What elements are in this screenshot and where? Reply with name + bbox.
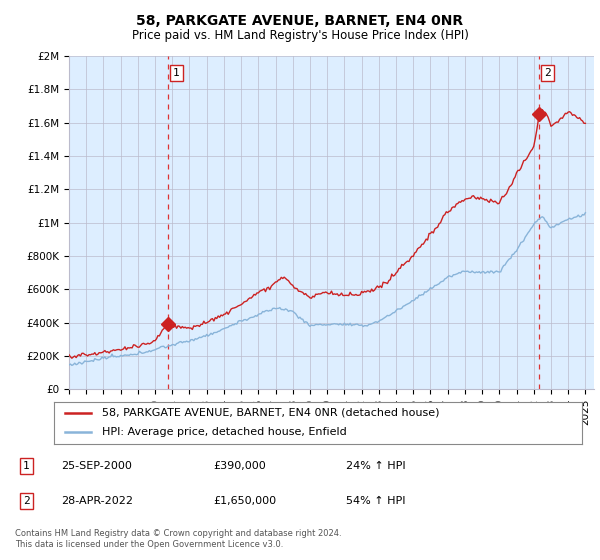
Text: 54% ↑ HPI: 54% ↑ HPI (346, 496, 406, 506)
Text: 2: 2 (23, 496, 30, 506)
Text: 58, PARKGATE AVENUE, BARNET, EN4 0NR: 58, PARKGATE AVENUE, BARNET, EN4 0NR (136, 14, 464, 28)
Text: 24% ↑ HPI: 24% ↑ HPI (346, 461, 406, 472)
Text: £1,650,000: £1,650,000 (214, 496, 277, 506)
Text: £390,000: £390,000 (214, 461, 266, 472)
Text: 28-APR-2022: 28-APR-2022 (61, 496, 133, 506)
Text: Contains HM Land Registry data © Crown copyright and database right 2024.
This d: Contains HM Land Registry data © Crown c… (15, 529, 341, 549)
Text: 1: 1 (23, 461, 30, 472)
Text: 2: 2 (544, 68, 551, 78)
Text: 25-SEP-2000: 25-SEP-2000 (61, 461, 132, 472)
Text: Price paid vs. HM Land Registry's House Price Index (HPI): Price paid vs. HM Land Registry's House … (131, 29, 469, 42)
Text: 1: 1 (173, 68, 179, 78)
Text: 58, PARKGATE AVENUE, BARNET, EN4 0NR (detached house): 58, PARKGATE AVENUE, BARNET, EN4 0NR (de… (101, 408, 439, 418)
Text: HPI: Average price, detached house, Enfield: HPI: Average price, detached house, Enfi… (101, 427, 346, 437)
